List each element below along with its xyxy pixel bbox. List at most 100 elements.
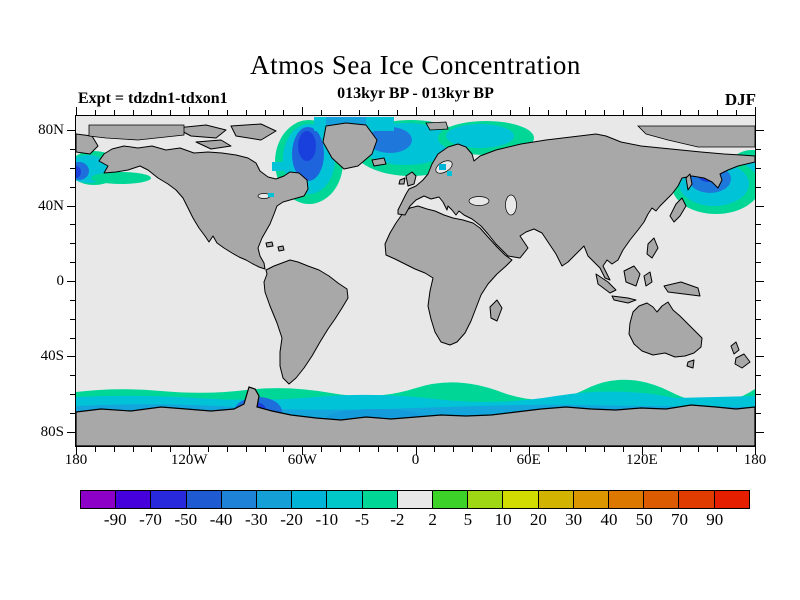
- axis-tick: [756, 338, 761, 339]
- axis-tick: [189, 447, 190, 455]
- colorbar-segment: [292, 491, 328, 508]
- axis-tick: [756, 394, 761, 395]
- axis-tick: [70, 187, 75, 188]
- colorbar-tick-label: 40: [600, 510, 618, 529]
- colorbar-tick-label: 20: [529, 510, 547, 529]
- axis-tick: [76, 447, 77, 455]
- axis-tick: [755, 107, 756, 115]
- axis-tick: [604, 110, 605, 115]
- colorbar-segment: [81, 491, 117, 508]
- colorbar-segment: [644, 491, 680, 508]
- continent-japan: [669, 197, 687, 223]
- axis-tick: [717, 110, 718, 115]
- continent-africa: [384, 205, 513, 346]
- axis-tick: [585, 447, 586, 452]
- axis-tick: [70, 319, 75, 320]
- axis-tick: [340, 447, 341, 452]
- axis-tick: [756, 281, 764, 282]
- axis-tick: [680, 447, 681, 452]
- axis-tick: [472, 447, 473, 452]
- continent-arctic-islands: [175, 124, 227, 139]
- axis-tick: [510, 110, 511, 115]
- continent-new-guinea: [663, 281, 701, 297]
- axis-tick: [70, 300, 75, 301]
- colorbar-segment: [503, 491, 539, 508]
- axis-tick: [756, 356, 764, 357]
- axis-tick: [70, 262, 75, 263]
- axis-tick: [133, 447, 134, 452]
- arctic-land-band: [88, 121, 755, 148]
- colorbar-tick-label: -40: [209, 510, 233, 529]
- colorbar-tick-label: -20: [280, 510, 303, 529]
- axis-tick: [340, 110, 341, 115]
- axis-tick: [491, 447, 492, 452]
- continent-australia: [628, 301, 703, 358]
- axis-tick: [642, 107, 643, 115]
- axis-tick: [397, 447, 398, 452]
- axis-tick: [170, 110, 171, 115]
- axis-tick: [756, 187, 761, 188]
- colorbar-segment: [538, 491, 574, 508]
- axis-tick: [67, 432, 75, 433]
- world-map: [76, 116, 755, 446]
- colorbar-tick-label: 70: [670, 510, 688, 529]
- axis-tick: [453, 447, 454, 452]
- axis-tick: [548, 110, 549, 115]
- subtitle-label: 013kyr BP - 013kyr BP: [337, 85, 494, 102]
- colorbar-tick-label: 50: [635, 510, 653, 529]
- colorbar-segment: [221, 491, 258, 508]
- colorbar-tick-label: -50: [174, 510, 198, 529]
- axis-tick: [566, 110, 567, 115]
- colorbar-tick-label: -70: [139, 510, 162, 529]
- colorbar-segment: [116, 491, 152, 508]
- colorbar-segment: [151, 491, 187, 508]
- colorbar-segment: [609, 491, 645, 508]
- axis-tick: [756, 168, 761, 169]
- axis-tick: [642, 447, 643, 455]
- axis-tick: [548, 447, 549, 452]
- axis-tick: [756, 206, 764, 207]
- svalbard: [425, 121, 449, 131]
- continent-tasmania: [686, 359, 695, 369]
- colorbar-tick-label: 30: [565, 510, 583, 529]
- axis-tick: [70, 394, 75, 395]
- axis-tick: [208, 447, 209, 452]
- longitude-tick-label: 180: [64, 452, 88, 468]
- continent-madagascar: [489, 299, 503, 322]
- axis-tick: [133, 110, 134, 115]
- continent-south-america: [263, 259, 349, 385]
- black-sea: [468, 196, 490, 206]
- axis-tick: [698, 110, 699, 115]
- longitude-tick-label: 60E: [516, 452, 541, 468]
- axis-tick: [67, 130, 75, 131]
- axis-tick: [70, 338, 75, 339]
- axis-tick: [283, 447, 284, 452]
- colorbar-segment: [433, 491, 469, 508]
- axis-tick: [756, 224, 761, 225]
- axis-tick: [529, 447, 530, 455]
- continent-new-zealand: [730, 341, 740, 355]
- longitude-tick-label: 180: [743, 452, 767, 468]
- colorbar-segment: [714, 491, 749, 508]
- axis-tick: [472, 110, 473, 115]
- axis-tick: [114, 447, 115, 452]
- axis-tick: [585, 110, 586, 115]
- axis-tick: [529, 107, 530, 115]
- axis-tick: [680, 110, 681, 115]
- season-label: DJF: [724, 90, 756, 109]
- axis-tick: [756, 243, 761, 244]
- continent-britain: [405, 171, 417, 187]
- colorbar-segment: [573, 491, 610, 508]
- axis-tick: [76, 107, 77, 115]
- axis-tick: [359, 447, 360, 452]
- axis-tick: [70, 149, 75, 150]
- colorbar-tick-label: -5: [355, 510, 370, 529]
- colorbar-tick-label: -90: [103, 510, 127, 529]
- axis-tick: [623, 110, 624, 115]
- axis-tick: [434, 447, 435, 452]
- colorbar-segment: [327, 491, 363, 508]
- colorbar-tick-label: 90: [706, 510, 724, 529]
- axis-tick: [661, 447, 662, 452]
- colorbar-tick-label: -30: [244, 510, 268, 529]
- axis-tick: [736, 110, 737, 115]
